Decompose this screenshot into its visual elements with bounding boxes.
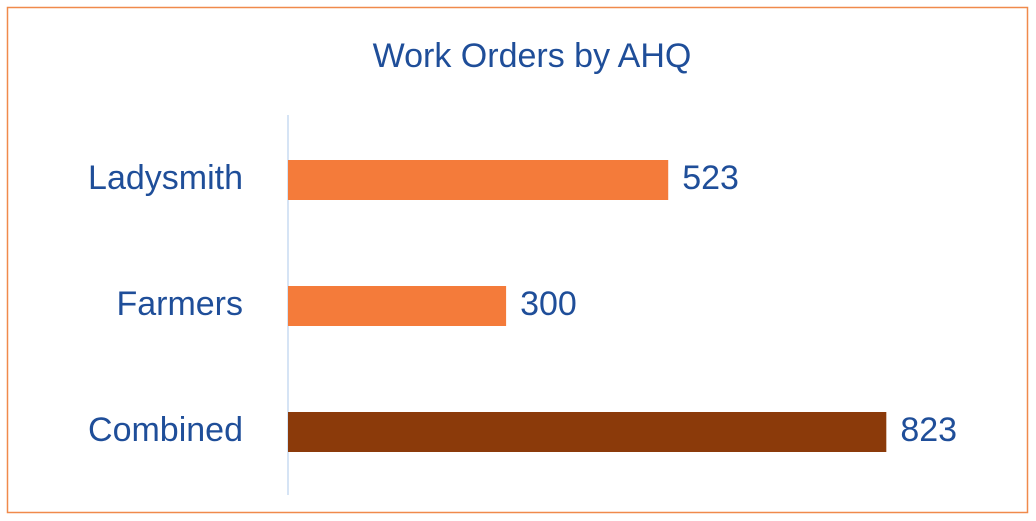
bar xyxy=(288,160,669,200)
bar xyxy=(288,286,507,326)
y-tick-label: Combined xyxy=(88,411,243,449)
y-tick-label: Ladysmith xyxy=(88,159,243,197)
data-label: 523 xyxy=(682,159,739,197)
data-label: 823 xyxy=(900,411,957,449)
data-label: 300 xyxy=(520,285,577,323)
y-tick-label: Farmers xyxy=(116,285,243,323)
chart-title: Work Orders by AHQ xyxy=(373,37,692,75)
bar xyxy=(288,412,887,452)
